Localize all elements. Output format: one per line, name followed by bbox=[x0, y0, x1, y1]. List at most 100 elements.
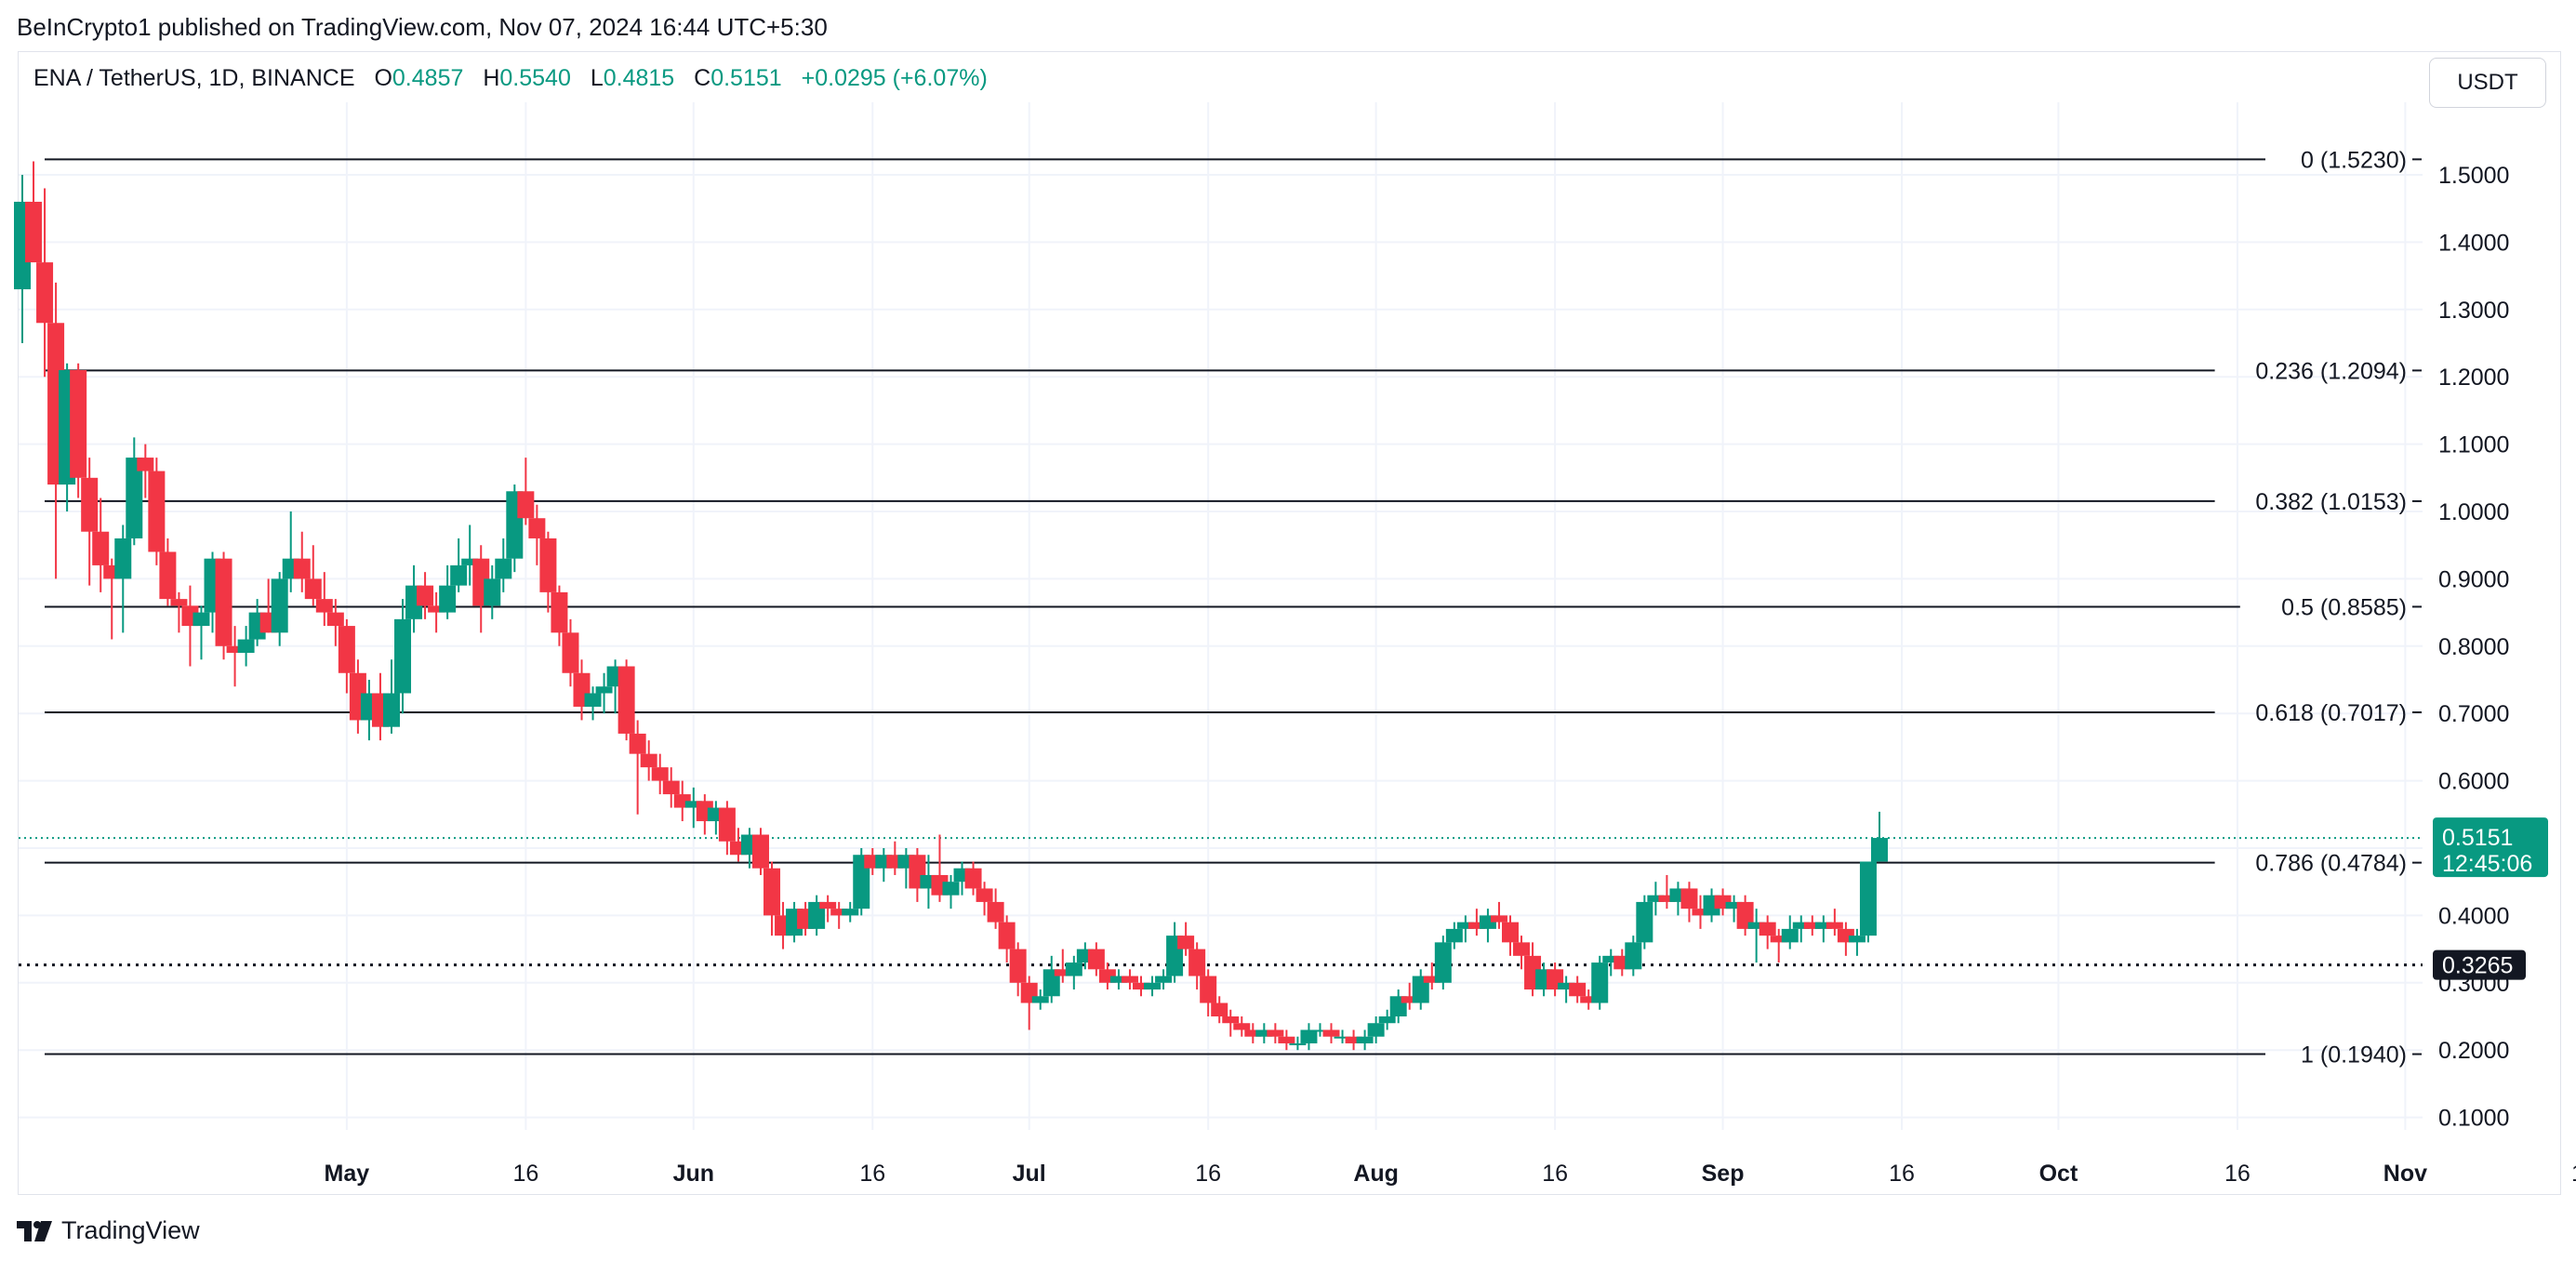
candle-body bbox=[1870, 838, 1888, 862]
candle-body bbox=[584, 693, 602, 707]
currency-button[interactable]: USDT bbox=[2429, 58, 2546, 108]
candle-body bbox=[126, 458, 143, 538]
fib-label: 1 (0.1940) bbox=[2301, 1042, 2407, 1069]
y-tick-label: 1.2000 bbox=[2438, 365, 2509, 391]
candle-body bbox=[1803, 922, 1821, 929]
x-tick-label: 16 bbox=[1195, 1161, 1221, 1187]
x-tick-label: Sep bbox=[1702, 1161, 1745, 1187]
candle-body bbox=[81, 477, 99, 532]
candle-body bbox=[495, 558, 512, 579]
y-tick-label: 0.8000 bbox=[2438, 634, 2509, 660]
candle-body bbox=[1356, 1036, 1374, 1043]
candle-body bbox=[1222, 1016, 1240, 1024]
candle-body bbox=[36, 262, 54, 324]
candle-body bbox=[1792, 922, 1810, 929]
candle-body bbox=[237, 639, 255, 654]
candle-body bbox=[1009, 949, 1027, 983]
candle-body bbox=[1367, 1023, 1385, 1037]
candle-body bbox=[148, 471, 166, 552]
candle-body bbox=[998, 922, 1016, 949]
y-tick-label: 1.0000 bbox=[2438, 499, 2509, 525]
candle-body bbox=[1211, 1002, 1228, 1016]
candle-body bbox=[1144, 982, 1162, 990]
candle-body bbox=[562, 632, 579, 673]
candle-body bbox=[1725, 901, 1743, 909]
candle-body bbox=[751, 834, 769, 869]
symbol-legend: ENA / TetherUS, 1D, BINANCE O0.4857 H0.5… bbox=[33, 65, 988, 92]
fib-label: 0.786 (0.4784) bbox=[2255, 851, 2407, 877]
countdown-timer: 12:45:06 bbox=[2442, 851, 2532, 877]
open-value: 0.4857 bbox=[392, 65, 464, 91]
y-tick-label: 0.9000 bbox=[2438, 566, 2509, 592]
candle-body bbox=[293, 558, 311, 579]
price-chart[interactable]: 0 (1.5230) 0.236 (1.2094) 0.382 (1.0153) 0.… bbox=[0, 0, 2576, 1200]
candle-body bbox=[1747, 922, 1765, 929]
fib-label: 0.618 (0.7017) bbox=[2255, 700, 2407, 726]
candle-body bbox=[461, 558, 479, 565]
candle-body bbox=[595, 686, 613, 694]
low-value: 0.4815 bbox=[603, 65, 675, 91]
y-tick-label: 0.4000 bbox=[2438, 903, 2509, 929]
chart-frame bbox=[18, 51, 2561, 1195]
y-tick-label: 1.4000 bbox=[2438, 230, 2509, 256]
candle-body bbox=[1859, 861, 1877, 936]
candle-body bbox=[1300, 1029, 1318, 1043]
candle-body bbox=[842, 909, 859, 916]
tradingview-logo-icon bbox=[17, 1220, 52, 1241]
fib-label: 0.236 (1.2094) bbox=[2255, 358, 2407, 384]
candle-body bbox=[1467, 922, 1485, 929]
candle-body bbox=[640, 753, 657, 768]
candle-body bbox=[976, 888, 993, 902]
fib-label: 0.382 (1.0153) bbox=[2255, 489, 2407, 515]
fib-label: 0 (1.5230) bbox=[2301, 147, 2407, 173]
candle-body bbox=[1814, 922, 1832, 929]
candle-body bbox=[382, 693, 400, 727]
y-tick-label: 1.1000 bbox=[2438, 432, 2509, 458]
tradingview-brand[interactable]: TradingView bbox=[17, 1216, 200, 1245]
last-price-tag-bg bbox=[2433, 817, 2548, 878]
candle-body bbox=[417, 585, 434, 606]
y-tick-label: 0.7000 bbox=[2438, 701, 2509, 727]
candle-body bbox=[764, 868, 781, 916]
candle-body bbox=[1200, 976, 1217, 1003]
candle-body bbox=[326, 612, 344, 627]
candle-body bbox=[629, 733, 646, 754]
publisher-line: BeInCrypto1 published on TradingView.com… bbox=[17, 13, 828, 41]
support-tag-bg bbox=[2433, 949, 2526, 980]
candle-body bbox=[114, 538, 132, 579]
fibonacci-levels: 0 (1.5230) 0.236 (1.2094) 0.382 (1.0153) 0.… bbox=[19, 147, 2423, 1069]
x-tick-label: 16 bbox=[2224, 1161, 2251, 1187]
candle-body bbox=[1636, 901, 1653, 943]
fib-label: 0.5 (0.8585) bbox=[2281, 594, 2407, 620]
candle-body bbox=[170, 599, 188, 606]
candle-body bbox=[1267, 1029, 1284, 1037]
candle-body bbox=[1490, 915, 1507, 923]
candle-body bbox=[1445, 928, 1463, 943]
candle-body bbox=[450, 564, 468, 586]
candle-body bbox=[1625, 942, 1642, 970]
candle-body bbox=[1278, 1036, 1295, 1043]
close-label: C bbox=[694, 65, 711, 91]
x-tick-label: Jul bbox=[1013, 1161, 1046, 1187]
candle-body bbox=[1133, 982, 1149, 990]
candle-body bbox=[1289, 1042, 1307, 1045]
candle-body bbox=[830, 909, 848, 916]
candle-body bbox=[1647, 895, 1665, 902]
symbol-title[interactable]: ENA / TetherUS, 1D, BINANCE bbox=[33, 65, 355, 91]
y-tick-label: 0.6000 bbox=[2438, 769, 2509, 795]
candle-body bbox=[1109, 976, 1127, 983]
candle-body bbox=[617, 666, 635, 734]
candle-body bbox=[428, 605, 445, 613]
candle-body bbox=[1065, 962, 1082, 976]
x-tick-label: Oct bbox=[2039, 1161, 2078, 1187]
candle-body bbox=[25, 201, 43, 263]
candle-body bbox=[1456, 922, 1474, 929]
candle-body bbox=[439, 585, 457, 613]
candle-body bbox=[651, 767, 669, 781]
candle-body bbox=[1031, 996, 1049, 1003]
candle-body bbox=[484, 578, 501, 606]
candle-body bbox=[1770, 936, 1787, 943]
candle-body bbox=[1591, 962, 1609, 1003]
candlesticks bbox=[14, 161, 1888, 1051]
